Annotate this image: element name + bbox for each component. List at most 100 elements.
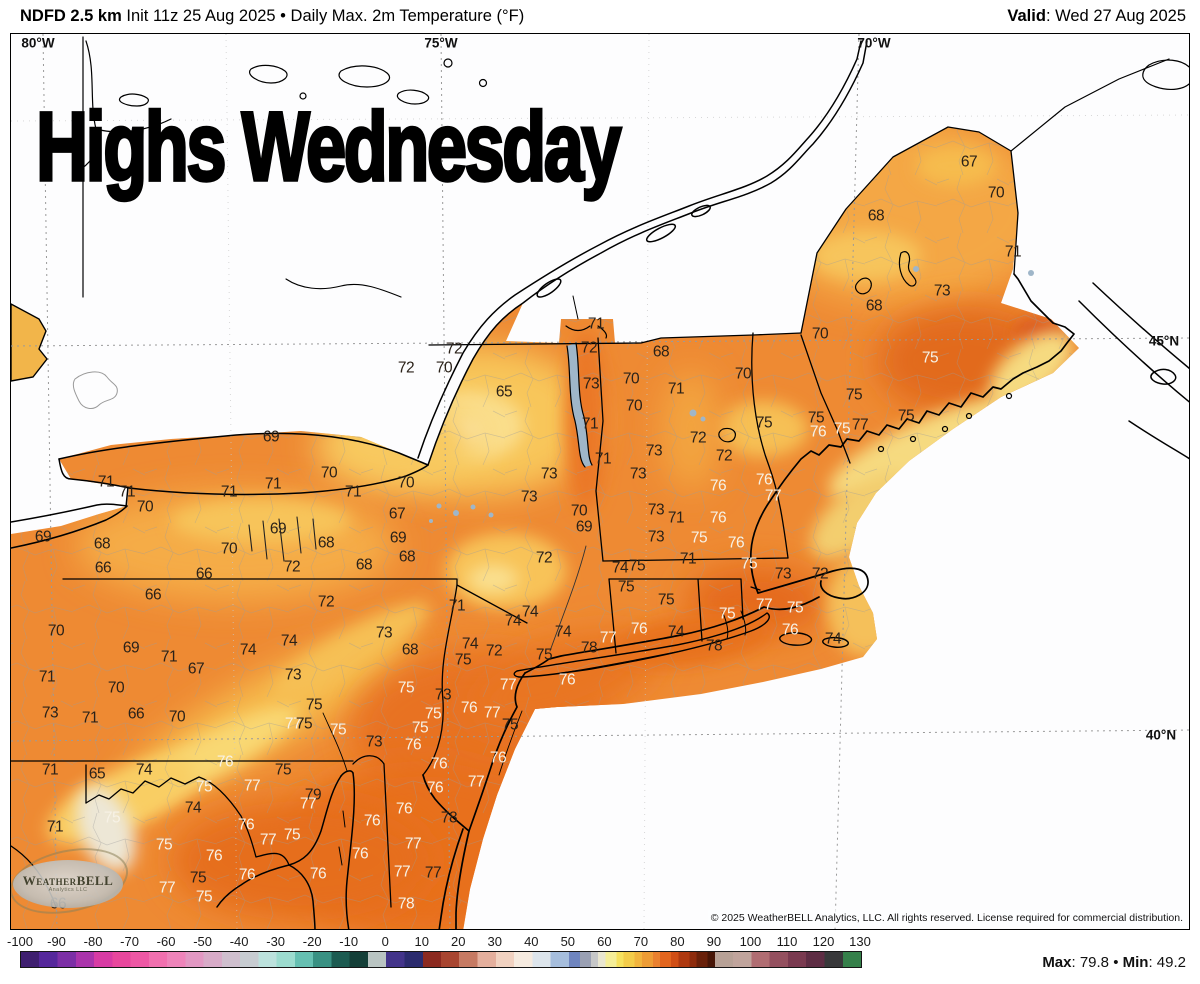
temp-label: 69 [34,528,52,546]
colorbar-tick: 120 [812,934,835,949]
temp-label: 72 [397,359,415,377]
temp-label: 72 [485,642,503,660]
colorbar-tick: -20 [302,934,322,949]
colorbar-tick: -60 [156,934,176,949]
temp-label: 71 [220,483,238,501]
temp-label: 71 [97,473,115,491]
temp-label: 70 [136,498,154,516]
temp-label: 70 [987,184,1005,202]
temp-label: 67 [187,660,205,678]
temp-label: 72 [715,447,733,465]
temp-label: 74 [554,623,572,641]
temp-label: 77 [259,831,277,849]
temp-label: 70 [107,679,125,697]
temp-label: 72 [445,340,463,358]
temp-label: 75 [103,809,121,827]
temp-label: 73 [284,666,302,684]
temp-label: 74 [280,632,298,650]
temp-label: 71 [38,668,56,686]
temp-label: 72 [811,565,829,583]
temp-label: 68 [93,535,111,553]
product-name: NDFD 2.5 km [20,7,122,25]
temp-label: 70 [397,474,415,492]
temp-label: 77 [599,629,617,647]
temp-label: 77 [499,676,517,694]
copyright-notice: © 2025 WeatherBELL Analytics, LLC. All r… [707,910,1186,926]
colorbar-tick: 60 [597,934,612,949]
temp-label: 69 [262,428,280,446]
temp-label: 75 [195,888,213,906]
stats-separator: • [1113,954,1119,971]
temp-label: 73 [774,565,792,583]
temp-label: 68 [317,534,335,552]
colorbar-tick: -50 [193,934,212,949]
temp-label: 73 [582,375,600,393]
temp-label: 71 [679,550,697,568]
temp-label: 71 [46,818,64,836]
temp-label: 77 [284,715,302,733]
temp-label: 68 [401,641,419,659]
colorbar-tick: -40 [229,934,249,949]
temp-label: 71 [118,483,136,501]
temp-label: 76 [489,749,507,767]
temp-label: 72 [535,549,553,567]
temp-label: 71 [81,709,99,727]
temp-label: 75 [155,836,173,854]
temp-label: 76 [238,866,256,884]
temp-label: 75 [845,386,863,404]
temp-label: 75 [305,696,323,714]
temp-label: 68 [865,297,883,315]
temp-label: 75 [454,651,472,669]
temp-label: 68 [398,548,416,566]
temp-label: 74 [824,630,842,648]
colorbar-footer: -100 -90 -80 -70 -60 -50 -40 -30 -20 -10 0 10 20 30 40… [0,930,1200,984]
temp-label: 69 [269,520,287,538]
temp-label: 73 [434,686,452,704]
temp-label: 76 [309,865,327,883]
header-bar: NDFD 2.5 km Init 11z 25 Aug 2025 • Daily… [0,0,1200,33]
logo-text: WeatherBELL [22,873,114,888]
temp-label: 77 [393,863,411,881]
temp-label: 74 [184,799,202,817]
temp-label: 73 [375,624,393,642]
colorbar-tick: 130 [849,934,871,949]
weatherbell-logo: WeatherBELL Analytics LLC [11,838,135,924]
coastlines-borders [11,36,1189,929]
colorbar-tick: -90 [47,934,66,949]
logo-disc-icon [13,860,123,908]
temp-label: 76 [709,509,727,527]
colorbar-tick: 100 [739,934,762,949]
temp-label: 71 [160,648,178,666]
graticule-label: 75°W [424,35,458,51]
temp-label: 75 [657,591,675,609]
temp-label: 78 [397,895,415,913]
min-value: : 49.2 [1148,954,1186,971]
temp-label: 70 [47,622,65,640]
temp-label: 75 [740,555,758,573]
temp-label: 76 [351,845,369,863]
temp-label: 75 [195,778,213,796]
temp-label: 78 [440,809,458,827]
temp-label: 78 [705,637,723,655]
temp-label: 74 [504,612,522,630]
temp-label: 76 [558,671,576,689]
temp-label: 75 [274,761,292,779]
temp-label: 77 [243,777,261,795]
temp-label: 68 [867,207,885,225]
temp-label: 67 [388,505,406,523]
field-stats: Max: 79.8 • Min: 49.2 [1042,954,1186,971]
temp-label: 76 [430,755,448,773]
temp-label: 68 [355,556,373,574]
temp-label: 66 [94,559,112,577]
temp-label: 71 [448,597,466,615]
temp-label: 75 [501,716,519,734]
temp-label: 70 [811,325,829,343]
temp-label: 75 [921,349,939,367]
temp-label: 66 [144,586,162,604]
temp-label: 73 [645,442,663,460]
temp-label: 76 [426,779,444,797]
temp-label: 70 [320,464,338,482]
temp-label: 75 [786,599,804,617]
temp-label: 74 [521,603,539,621]
colorbar-gradient [20,951,862,968]
